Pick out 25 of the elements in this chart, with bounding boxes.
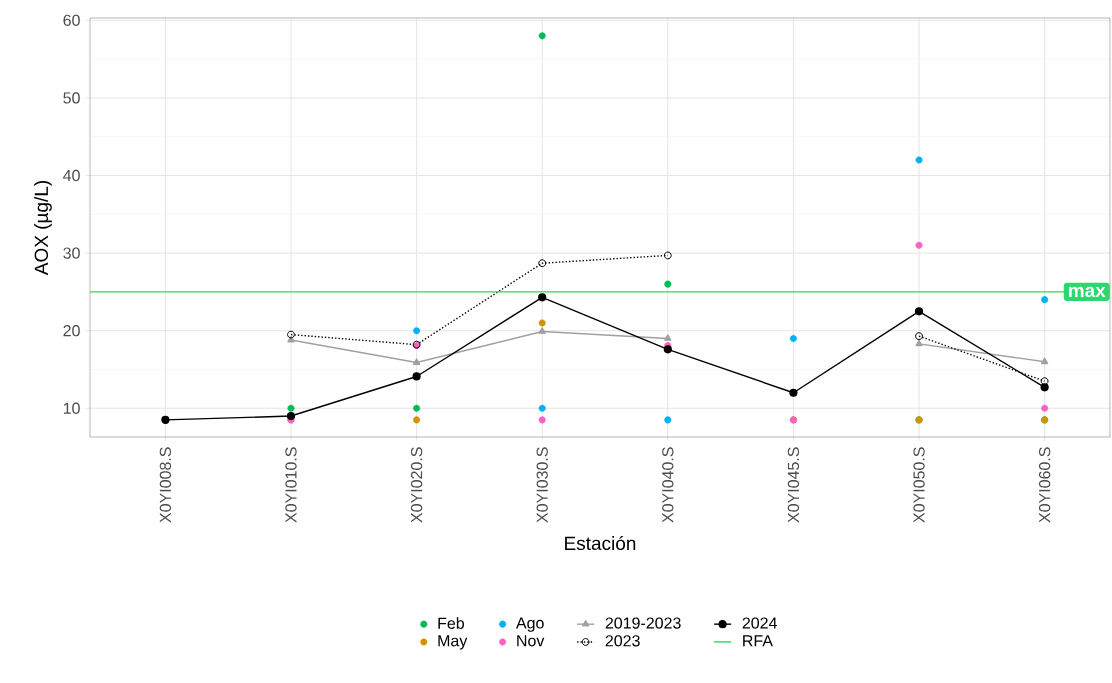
y-tick-label: 20	[63, 325, 80, 337]
x-tick-label: X0YI030.S	[536, 447, 548, 523]
x-tick-label: X0YI050.S	[913, 447, 925, 523]
legend-label: 2019-2023	[605, 617, 681, 629]
legend-label: Ago	[515, 617, 544, 632]
legend-label: 2024	[742, 617, 777, 629]
y-tick-label: 30	[63, 247, 80, 259]
y-axis-title: AOX (µg/L)	[34, 180, 52, 276]
legend-label: Nov	[517, 635, 545, 647]
y-tick-label: 40	[63, 169, 80, 182]
legend-label: RFA	[743, 635, 773, 647]
x-tick-label: X0YI040.S	[662, 447, 674, 523]
x-tick-label: X0YI045.S	[787, 447, 800, 523]
legend-label: 2023	[605, 635, 640, 647]
legend-label: Feb	[438, 617, 464, 629]
x-tick-label: X0YI010.S	[285, 447, 297, 523]
y-tick-label: 60	[63, 14, 80, 26]
legend-label: May	[438, 635, 468, 650]
x-tick-label: X0YI008.S	[159, 447, 172, 523]
annotation: max	[1068, 286, 1106, 298]
x-axis-title: Estación	[565, 535, 636, 551]
x-tick-label: X0YI020.S	[410, 447, 423, 523]
y-tick-label: 10	[63, 402, 80, 414]
y-tick-label: 50	[63, 92, 80, 104]
x-tick-label: X0YI060.S	[1038, 447, 1051, 523]
